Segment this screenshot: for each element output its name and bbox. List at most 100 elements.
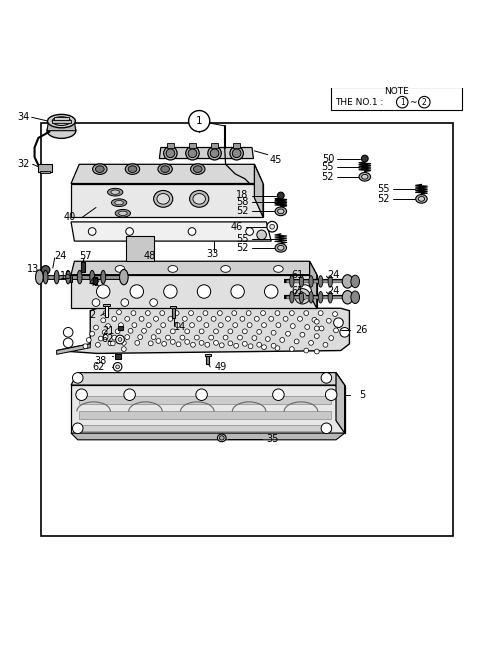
Circle shape: [119, 323, 123, 328]
Circle shape: [275, 310, 280, 316]
Text: 45: 45: [270, 155, 282, 166]
Circle shape: [314, 326, 319, 331]
Circle shape: [182, 316, 187, 321]
Text: 62: 62: [92, 362, 105, 372]
Ellipse shape: [120, 269, 128, 285]
Circle shape: [185, 339, 190, 345]
Circle shape: [396, 96, 408, 108]
Circle shape: [217, 310, 222, 316]
Circle shape: [234, 343, 239, 348]
Polygon shape: [254, 164, 263, 217]
Bar: [126, 236, 154, 261]
Circle shape: [257, 329, 262, 334]
Circle shape: [265, 337, 270, 341]
Circle shape: [103, 335, 108, 339]
Text: 1: 1: [196, 116, 203, 126]
Ellipse shape: [342, 274, 353, 288]
Ellipse shape: [219, 436, 224, 440]
Circle shape: [108, 341, 113, 346]
Ellipse shape: [66, 271, 71, 284]
Circle shape: [232, 310, 237, 316]
Circle shape: [304, 310, 309, 316]
Circle shape: [197, 285, 211, 298]
Bar: [81, 262, 85, 272]
Ellipse shape: [351, 275, 360, 288]
Text: 50: 50: [322, 153, 334, 164]
Ellipse shape: [186, 147, 199, 160]
Text: 49: 49: [215, 362, 228, 372]
Circle shape: [289, 346, 294, 352]
Circle shape: [338, 320, 343, 324]
Text: 52: 52: [322, 172, 334, 182]
Circle shape: [199, 341, 204, 345]
Circle shape: [261, 310, 265, 316]
Circle shape: [204, 323, 209, 328]
Circle shape: [166, 335, 170, 340]
Bar: [79, 411, 331, 419]
Circle shape: [135, 341, 140, 345]
Ellipse shape: [232, 149, 241, 158]
Bar: [93, 276, 97, 284]
Text: 57: 57: [79, 252, 92, 261]
Circle shape: [128, 328, 133, 333]
Ellipse shape: [277, 209, 284, 214]
Ellipse shape: [328, 276, 332, 287]
Polygon shape: [71, 433, 345, 440]
Polygon shape: [57, 309, 349, 354]
Circle shape: [283, 316, 288, 321]
Bar: [105, 305, 108, 317]
Ellipse shape: [210, 149, 219, 158]
Circle shape: [211, 316, 216, 321]
Ellipse shape: [161, 166, 169, 172]
Bar: [79, 425, 331, 431]
Circle shape: [199, 329, 204, 334]
Circle shape: [238, 335, 242, 340]
Circle shape: [148, 341, 153, 346]
Circle shape: [176, 342, 181, 346]
Polygon shape: [71, 164, 263, 183]
Circle shape: [333, 312, 337, 316]
Circle shape: [96, 285, 110, 298]
Circle shape: [115, 329, 120, 334]
Circle shape: [160, 310, 165, 316]
Text: 61: 61: [291, 286, 304, 295]
Circle shape: [117, 310, 121, 314]
Circle shape: [329, 335, 334, 341]
Circle shape: [132, 323, 137, 328]
Circle shape: [314, 349, 319, 354]
Text: 62: 62: [102, 335, 114, 345]
Ellipse shape: [168, 265, 178, 272]
Circle shape: [138, 335, 143, 339]
Polygon shape: [71, 261, 317, 274]
Circle shape: [151, 335, 156, 339]
Bar: [172, 307, 175, 318]
Circle shape: [267, 221, 277, 232]
Circle shape: [94, 325, 98, 330]
Circle shape: [289, 310, 294, 316]
Circle shape: [83, 344, 88, 348]
Ellipse shape: [111, 199, 127, 206]
Circle shape: [110, 341, 115, 346]
Circle shape: [209, 335, 214, 340]
Circle shape: [116, 335, 124, 344]
Text: 38: 38: [94, 356, 107, 366]
Circle shape: [185, 329, 190, 334]
Circle shape: [290, 324, 295, 328]
Circle shape: [305, 325, 310, 329]
Polygon shape: [71, 274, 317, 309]
Circle shape: [214, 341, 218, 345]
Text: 46: 46: [230, 221, 242, 232]
Bar: [70, 274, 72, 282]
Ellipse shape: [164, 147, 177, 160]
Ellipse shape: [54, 271, 59, 284]
Circle shape: [113, 362, 122, 371]
Ellipse shape: [309, 291, 313, 303]
Ellipse shape: [115, 210, 131, 217]
Circle shape: [233, 323, 238, 328]
Text: 24: 24: [327, 286, 340, 295]
Circle shape: [154, 316, 158, 321]
Ellipse shape: [319, 291, 323, 303]
Bar: [233, 143, 240, 147]
Text: 14: 14: [174, 322, 186, 333]
Text: NOTE: NOTE: [384, 87, 409, 96]
